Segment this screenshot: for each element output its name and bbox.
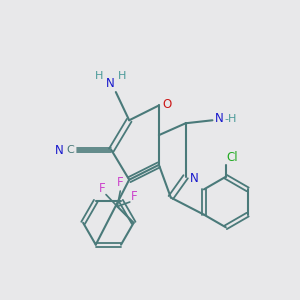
Text: F: F bbox=[131, 190, 138, 203]
Text: Cl: Cl bbox=[226, 151, 238, 164]
Text: H: H bbox=[118, 71, 126, 81]
Text: N: N bbox=[106, 77, 115, 90]
Text: N: N bbox=[190, 172, 198, 185]
Text: F: F bbox=[117, 176, 124, 189]
Text: F: F bbox=[98, 182, 105, 194]
Text: N: N bbox=[55, 143, 64, 157]
Text: H: H bbox=[95, 71, 104, 81]
Text: N: N bbox=[214, 112, 223, 125]
Text: O: O bbox=[163, 98, 172, 111]
Text: C: C bbox=[67, 145, 74, 155]
Text: -H: -H bbox=[225, 114, 237, 124]
